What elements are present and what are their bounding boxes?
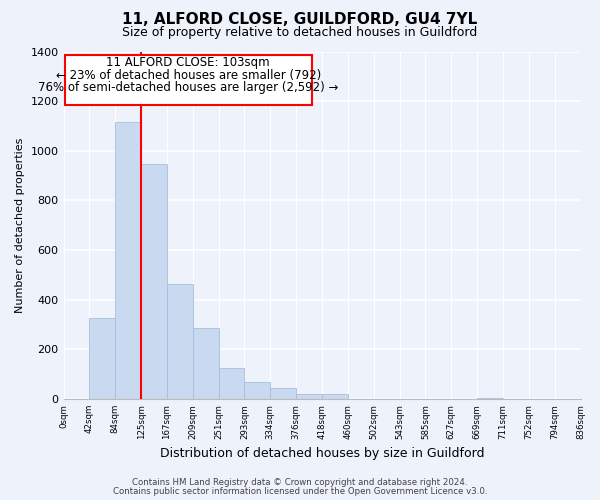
Bar: [89, 318, 115, 399]
Text: Contains public sector information licensed under the Open Government Licence v3: Contains public sector information licen…: [113, 487, 487, 496]
Bar: [477, 398, 503, 399]
Bar: [115, 122, 141, 399]
Text: ← 23% of detached houses are smaller (792): ← 23% of detached houses are smaller (79…: [56, 68, 321, 82]
Y-axis label: Number of detached properties: Number of detached properties: [15, 138, 25, 313]
Bar: [218, 368, 244, 399]
Text: 76% of semi-detached houses are larger (2,592) →: 76% of semi-detached houses are larger (…: [38, 81, 338, 94]
Bar: [167, 284, 193, 399]
Bar: [141, 164, 167, 399]
Text: 11, ALFORD CLOSE, GUILDFORD, GU4 7YL: 11, ALFORD CLOSE, GUILDFORD, GU4 7YL: [122, 12, 478, 28]
Text: Size of property relative to detached houses in Guildford: Size of property relative to detached ho…: [122, 26, 478, 39]
Bar: [193, 328, 218, 399]
Bar: [296, 394, 322, 399]
Text: 11 ALFORD CLOSE: 103sqm: 11 ALFORD CLOSE: 103sqm: [106, 56, 270, 69]
Bar: [244, 382, 271, 399]
Bar: [322, 394, 348, 399]
Text: Contains HM Land Registry data © Crown copyright and database right 2024.: Contains HM Land Registry data © Crown c…: [132, 478, 468, 487]
Bar: [65, 55, 311, 105]
X-axis label: Distribution of detached houses by size in Guildford: Distribution of detached houses by size …: [160, 447, 484, 460]
Bar: [271, 388, 296, 399]
